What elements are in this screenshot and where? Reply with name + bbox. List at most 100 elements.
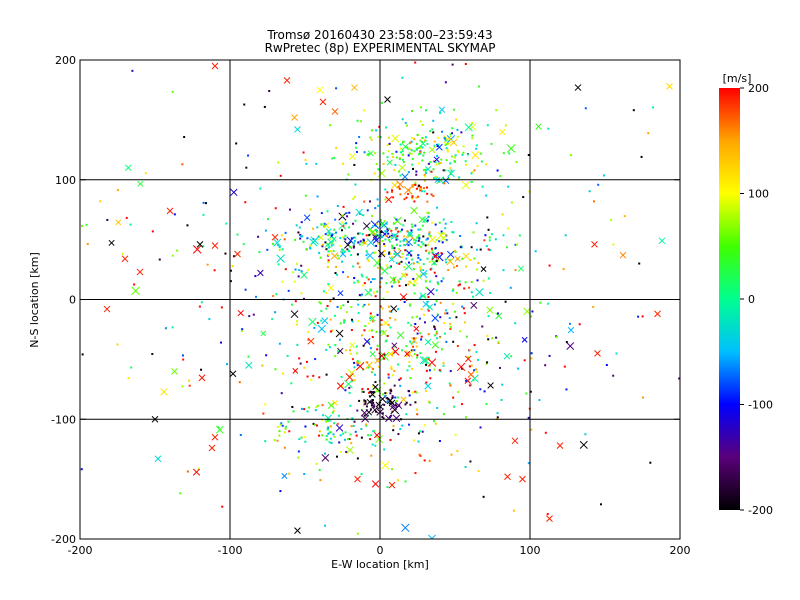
- scatter-point: [330, 242, 333, 245]
- scatter-point: [369, 408, 372, 411]
- scatter-point: [509, 286, 512, 289]
- scatter-cross: [387, 350, 394, 358]
- chart-title: Tromsø 20160430 23:58:00–23:59:43: [266, 28, 492, 42]
- scatter-point: [420, 308, 423, 311]
- scatter-cross: [446, 250, 455, 259]
- scatter-point: [423, 190, 426, 193]
- scatter-point: [388, 402, 391, 405]
- scatter-point: [387, 323, 390, 326]
- scatter-point: [360, 427, 363, 430]
- scatter-point: [264, 229, 267, 232]
- scatter-point: [419, 185, 422, 188]
- scatter-point: [413, 439, 416, 442]
- scatter-point: [299, 237, 302, 240]
- scatter-point: [318, 376, 321, 379]
- scatter-point: [458, 151, 461, 154]
- scatter-point: [651, 106, 654, 109]
- scatter-point: [371, 215, 374, 218]
- scatter-point: [418, 238, 421, 241]
- scatter-point: [319, 256, 322, 259]
- scatter-point: [381, 415, 384, 418]
- scatter-cross: [196, 241, 204, 248]
- scatter-point: [378, 125, 381, 128]
- scatter-point: [358, 243, 361, 246]
- scatter-point: [288, 208, 291, 211]
- scatter-point: [391, 352, 394, 355]
- scatter-point: [451, 231, 454, 234]
- scatter-cross: [495, 312, 503, 320]
- scatter-point: [423, 295, 426, 298]
- scatter-cross: [579, 440, 588, 449]
- scatter-point: [649, 461, 652, 464]
- scatter-point: [327, 246, 330, 249]
- scatter-cross: [464, 123, 473, 132]
- scatter-point: [486, 334, 489, 337]
- scatter-point: [371, 443, 374, 446]
- scatter-point: [407, 283, 410, 286]
- scatter-point: [274, 207, 277, 210]
- scatter-point: [300, 221, 303, 224]
- scatter-point: [343, 438, 346, 441]
- scatter-point: [638, 262, 641, 265]
- scatter-point: [489, 249, 492, 252]
- scatter-point: [612, 243, 615, 246]
- scatter-point: [329, 425, 332, 428]
- scatter-point: [365, 250, 368, 253]
- scatter-point: [678, 377, 680, 380]
- scatter-point: [547, 127, 550, 130]
- scatter-cross: [103, 305, 111, 313]
- scatter-point: [361, 241, 364, 244]
- scatter-cross: [290, 310, 299, 319]
- scatter-point: [409, 141, 412, 144]
- scatter-point: [292, 271, 295, 274]
- scatter-point: [488, 236, 491, 239]
- scatter-point: [356, 409, 359, 412]
- scatter-point: [423, 139, 426, 142]
- scatter-point: [279, 174, 282, 177]
- scatter-point: [291, 303, 294, 306]
- scatter-point: [455, 118, 458, 121]
- scatter-point: [385, 235, 388, 238]
- scatter-point: [438, 336, 441, 339]
- y-tick-label: 200: [55, 54, 76, 67]
- y-axis-label: N-S location [km]: [28, 252, 41, 348]
- scatter-point: [453, 266, 456, 269]
- scatter-point: [263, 105, 266, 108]
- scatter-cross: [389, 276, 397, 284]
- scatter-point: [317, 434, 320, 437]
- scatter-point: [469, 259, 472, 262]
- scatter-point: [454, 249, 457, 252]
- scatter-point: [347, 249, 350, 252]
- scatter-point: [312, 227, 315, 230]
- scatter-point: [283, 431, 286, 434]
- scatter-point: [367, 278, 370, 281]
- scatter-point: [461, 153, 464, 156]
- scatter-point: [419, 352, 422, 355]
- scatter-point: [295, 224, 298, 227]
- scatter-cross: [192, 245, 202, 254]
- scatter-point: [496, 416, 499, 419]
- scatter-point: [460, 246, 463, 249]
- scatter-cross: [464, 377, 472, 385]
- scatter-point: [460, 131, 463, 134]
- scatter-point: [418, 266, 421, 269]
- scatter-point: [357, 241, 360, 244]
- scatter-cross: [519, 475, 526, 483]
- scatter-cross: [470, 301, 478, 309]
- scatter-point: [398, 378, 401, 381]
- scatter-cross: [365, 251, 374, 260]
- scatter-cross: [121, 255, 129, 263]
- scatter-point: [527, 462, 530, 465]
- scatter-point: [401, 118, 404, 121]
- scatter-point: [441, 241, 444, 244]
- scatter-point: [401, 76, 404, 79]
- scatter-point: [353, 361, 356, 364]
- scatter-cross: [462, 252, 470, 260]
- scatter-cross: [115, 219, 122, 226]
- scatter-point: [423, 313, 426, 316]
- scatter-cross: [506, 144, 516, 153]
- scatter-point: [362, 390, 365, 393]
- scatter-point: [422, 263, 425, 266]
- scatter-point: [353, 195, 356, 198]
- scatter-point: [393, 278, 396, 281]
